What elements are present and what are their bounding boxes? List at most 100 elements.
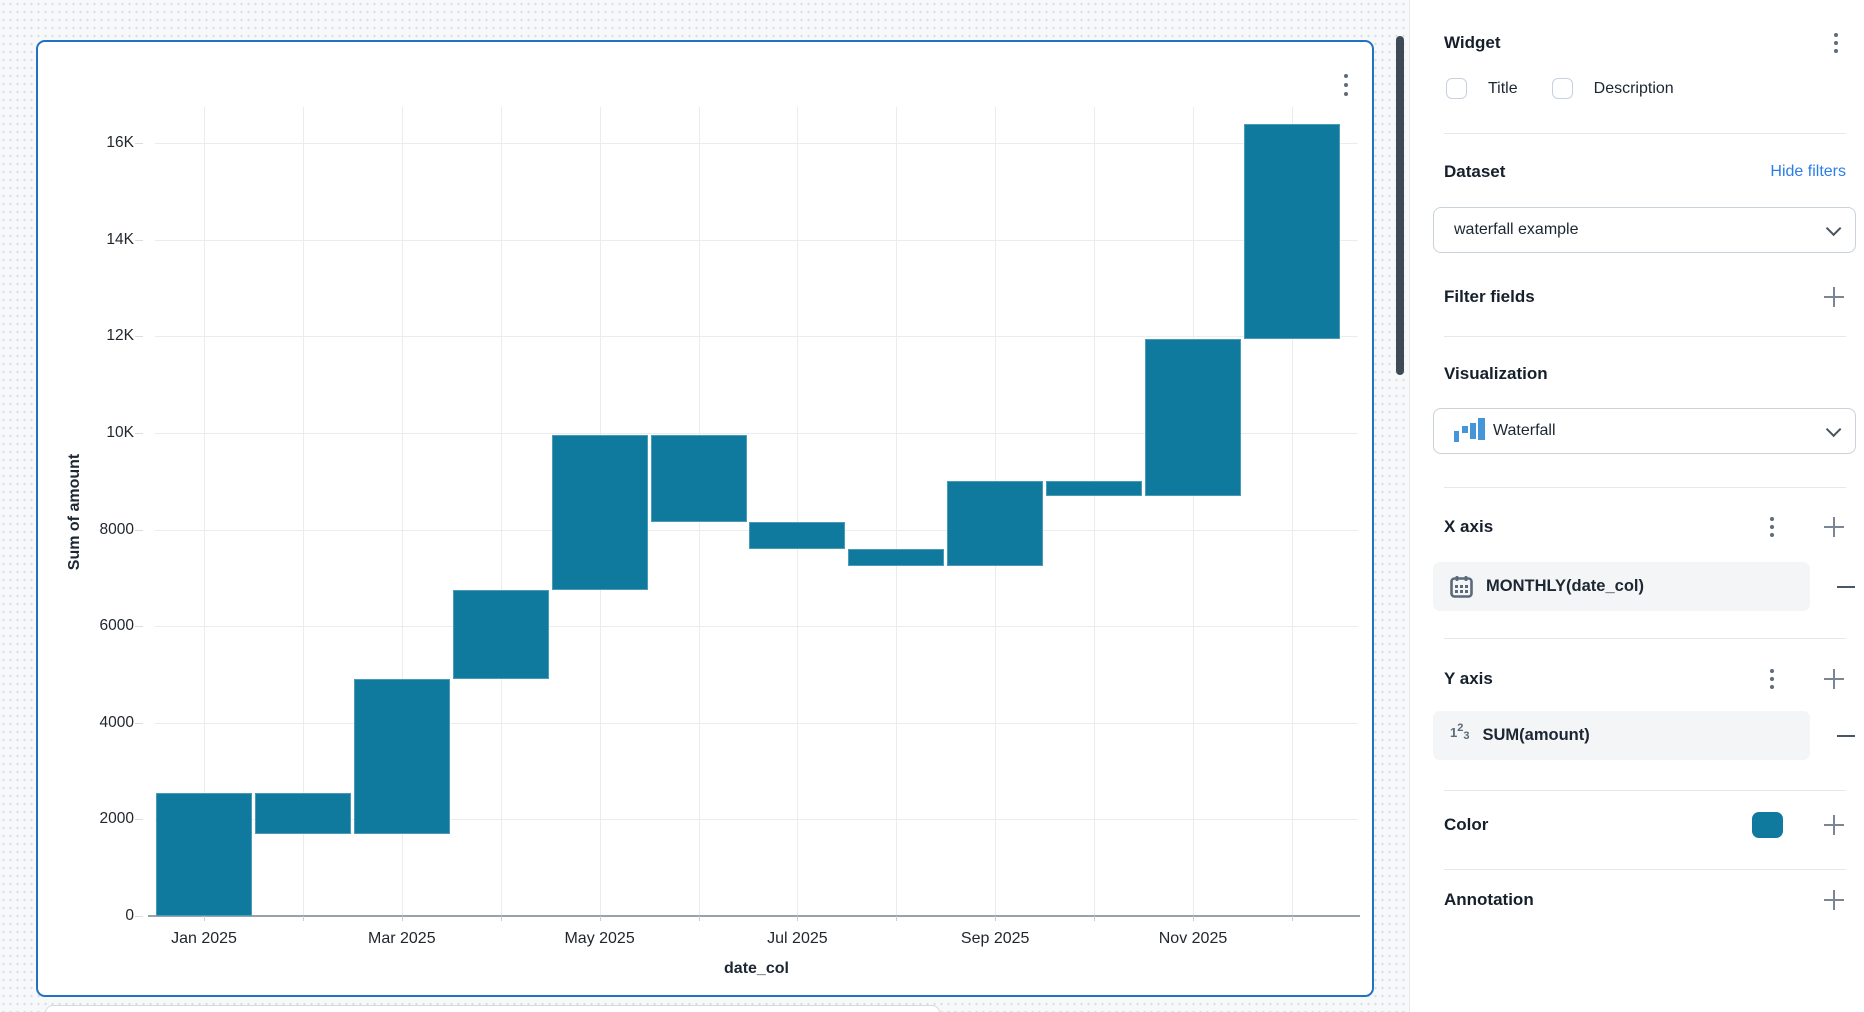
y-tick bbox=[135, 819, 143, 821]
y-axis-field-label: SUM(amount) bbox=[1482, 726, 1590, 744]
y-tick-label: 4000 bbox=[99, 713, 134, 731]
description-checkbox[interactable] bbox=[1551, 78, 1573, 99]
y-tick bbox=[135, 722, 143, 724]
waterfall-plot-area bbox=[135, 107, 1360, 921]
x-tick bbox=[896, 916, 898, 921]
remove-x-axis-field-button[interactable] bbox=[1836, 577, 1856, 597]
waterfall-bar-oct[interactable] bbox=[1046, 481, 1143, 496]
color-swatch[interactable] bbox=[1752, 812, 1783, 838]
visualization-select-value: Waterfall bbox=[1493, 422, 1556, 439]
y-tick bbox=[135, 143, 143, 144]
x-tick-label: Sep 2025 bbox=[960, 930, 1030, 947]
divider bbox=[1444, 790, 1846, 791]
waterfall-bar-apr[interactable] bbox=[452, 589, 549, 680]
y-tick bbox=[135, 239, 143, 241]
x-tick bbox=[500, 916, 502, 921]
x-tick bbox=[401, 916, 403, 921]
waterfall-bar-jul[interactable] bbox=[749, 522, 846, 549]
description-checkbox-label: Description bbox=[1593, 79, 1674, 97]
add-color-button[interactable] bbox=[1822, 813, 1846, 837]
h-gridline bbox=[155, 819, 1358, 821]
y-tick-label: 6000 bbox=[99, 617, 134, 635]
panel-title: Widget bbox=[1444, 33, 1501, 52]
x-tick-label: Mar 2025 bbox=[368, 930, 436, 947]
waterfall-bar-dec[interactable] bbox=[1243, 123, 1340, 339]
title-checkbox-label: Title bbox=[1488, 79, 1518, 97]
remove-y-axis-field-button[interactable] bbox=[1836, 726, 1856, 746]
y-tick-label: 10K bbox=[106, 423, 134, 441]
panel-scrollbar[interactable] bbox=[1396, 36, 1404, 375]
add-y-axis-field-button[interactable] bbox=[1822, 667, 1846, 691]
v-gridline bbox=[204, 107, 205, 916]
widget-more-icon[interactable] bbox=[1333, 70, 1359, 100]
chart-widget-card[interactable]: Sum of amount 0 2000 4000 6000 8000 10K 12K 14K… bbox=[36, 40, 1374, 997]
dataset-select-value: waterfall example bbox=[1454, 221, 1579, 238]
divider bbox=[1444, 487, 1846, 488]
divider bbox=[1444, 869, 1846, 870]
x-tick bbox=[1193, 916, 1194, 921]
color-heading: Color bbox=[1444, 815, 1489, 834]
waterfall-bar-may[interactable] bbox=[551, 435, 648, 590]
divider bbox=[1444, 133, 1846, 134]
x-axis-more-icon[interactable] bbox=[1762, 514, 1782, 540]
waterfall-bar-mar[interactable] bbox=[353, 679, 450, 834]
h-gridline bbox=[155, 143, 1358, 144]
title-checkbox[interactable] bbox=[1446, 78, 1467, 99]
filter-fields-heading: Filter fields bbox=[1444, 287, 1535, 306]
panel-divider bbox=[1409, 0, 1410, 1012]
dataset-select[interactable]: waterfall example bbox=[1433, 207, 1856, 253]
waterfall-chart-icon bbox=[1454, 417, 1485, 445]
x-tick bbox=[599, 916, 601, 921]
dataset-heading: Dataset bbox=[1444, 162, 1506, 181]
add-annotation-button[interactable] bbox=[1822, 888, 1846, 912]
x-axis-heading: X axis bbox=[1444, 517, 1494, 536]
panel-more-icon[interactable] bbox=[1826, 30, 1846, 56]
y-axis-labels: 0 2000 4000 6000 8000 10K 12K 14K 16K bbox=[64, 107, 134, 924]
v-gridline bbox=[896, 107, 898, 916]
x-tick bbox=[204, 916, 205, 921]
x-tick bbox=[995, 916, 997, 921]
waterfall-bar-sep[interactable] bbox=[947, 481, 1044, 566]
y-tick bbox=[135, 626, 143, 628]
x-axis-field-chip[interactable]: MONTHLY(date_col) bbox=[1433, 562, 1810, 611]
waterfall-bar-jan[interactable] bbox=[156, 792, 252, 916]
v-gridline bbox=[1291, 107, 1293, 916]
v-gridline bbox=[500, 107, 502, 916]
x-tick bbox=[1291, 916, 1293, 921]
y-tick bbox=[135, 432, 143, 434]
x-tick bbox=[797, 916, 799, 921]
waterfall-bar-jun[interactable] bbox=[650, 435, 747, 523]
chevron-down-icon bbox=[1825, 220, 1842, 236]
v-gridline bbox=[797, 107, 799, 916]
waterfall-bar-nov[interactable] bbox=[1145, 338, 1241, 496]
calendar-icon bbox=[1450, 576, 1473, 598]
x-tick-label: Nov 2025 bbox=[1158, 930, 1228, 947]
annotation-heading: Annotation bbox=[1444, 890, 1534, 909]
v-gridline bbox=[302, 107, 304, 916]
y-tick-label: 8000 bbox=[99, 520, 134, 538]
divider bbox=[1444, 336, 1846, 337]
add-filter-field-button[interactable] bbox=[1822, 285, 1846, 309]
x-tick-label: Jul 2025 bbox=[767, 930, 828, 947]
waterfall-bar-aug[interactable] bbox=[848, 548, 945, 566]
widget-settings-panel: Widget Title Description Dataset Hide fi… bbox=[1410, 0, 1864, 1012]
x-axis-line bbox=[148, 915, 1360, 917]
y-tick bbox=[135, 916, 143, 917]
y-axis-more-icon[interactable] bbox=[1762, 666, 1782, 692]
y-tick-label: 2000 bbox=[99, 810, 134, 828]
hide-filters-link[interactable]: Hide filters bbox=[1770, 163, 1846, 180]
add-x-axis-field-button[interactable] bbox=[1822, 515, 1846, 539]
x-tick bbox=[698, 916, 700, 921]
y-tick-label: 14K bbox=[106, 230, 134, 248]
h-gridline bbox=[155, 626, 1358, 628]
x-axis-title: date_col bbox=[724, 960, 789, 977]
x-axis-field-label: MONTHLY(date_col) bbox=[1486, 577, 1644, 595]
visualization-select[interactable]: Waterfall bbox=[1433, 408, 1856, 454]
y-tick bbox=[135, 529, 143, 531]
v-gridline bbox=[1094, 107, 1096, 916]
waterfall-bar-feb[interactable] bbox=[254, 792, 351, 834]
h-gridline bbox=[155, 722, 1358, 724]
h-gridline bbox=[155, 336, 1358, 338]
y-tick-label: 12K bbox=[106, 327, 134, 345]
